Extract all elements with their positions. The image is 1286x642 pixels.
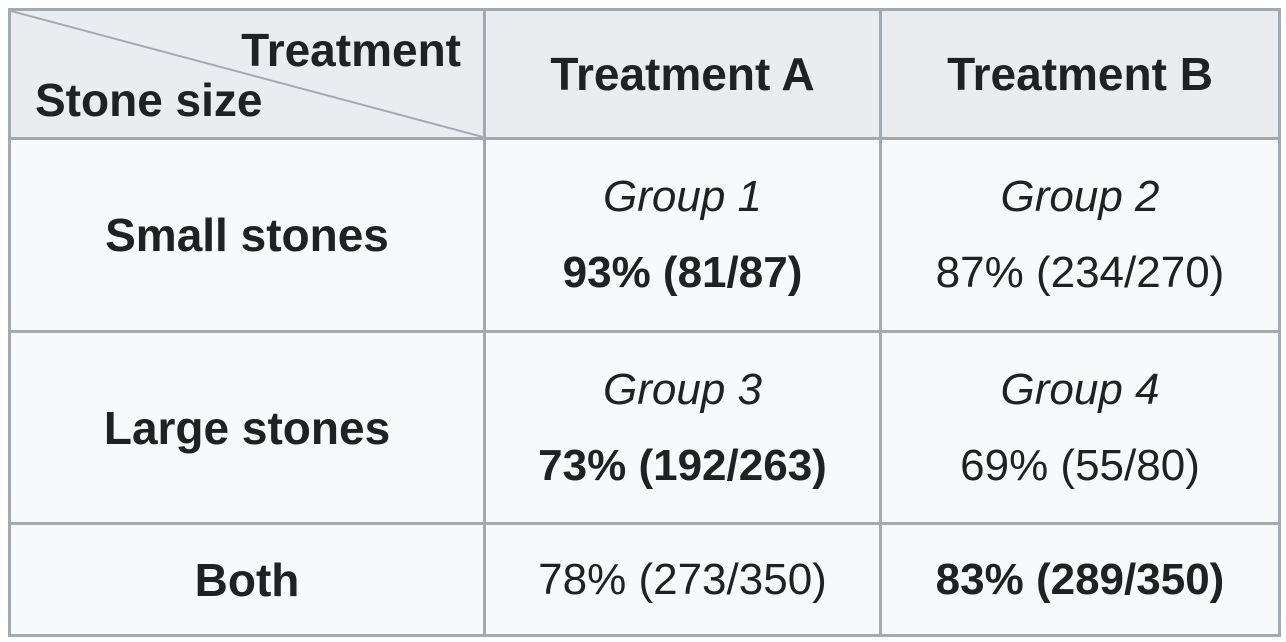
cell-both-treatment-b: 83% (289/350): [879, 522, 1281, 637]
success-rate-value: 69% (55/80): [960, 440, 1200, 490]
cell-group-3: Group 3 73% (192/263): [483, 330, 882, 525]
column-header-treatment-b: Treatment B: [879, 8, 1281, 140]
column-header-treatment-a: Treatment A: [483, 8, 882, 140]
corner-header-cell: Treatment Stone size: [8, 8, 486, 140]
cell-group-2: Group 2 87% (234/270): [879, 137, 1281, 333]
cell-group-4: Group 4 69% (55/80): [879, 330, 1281, 525]
diagonal-divider: [11, 11, 483, 137]
group-label: Group 4: [1000, 364, 1160, 414]
corner-stone-size-label: Stone size: [35, 74, 263, 126]
cell-both-treatment-a: 78% (273/350): [483, 522, 882, 637]
header-row: Treatment Stone size Treatment A Treatme…: [8, 8, 1281, 140]
cell-group-1: Group 1 93% (81/87): [483, 137, 882, 333]
success-rate-value: 73% (192/263): [538, 440, 827, 490]
corner-treatment-label: Treatment: [241, 24, 461, 76]
success-rate-value: 87% (234/270): [935, 248, 1225, 297]
row-header-large-stones: Large stones: [8, 330, 486, 525]
table-row: Both 78% (273/350) 83% (289/350): [8, 522, 1281, 637]
success-rate-value: 93% (81/87): [562, 248, 803, 297]
table-row: Large stones Group 3 73% (192/263) Group…: [8, 330, 1281, 525]
kidney-stone-table: Treatment Stone size Treatment A Treatme…: [8, 8, 1281, 637]
row-header-both: Both: [8, 522, 486, 637]
table-row: Small stones Group 1 93% (81/87) Group 2…: [8, 137, 1281, 333]
group-label: Group 1: [603, 172, 762, 221]
group-label: Group 2: [1000, 172, 1160, 221]
group-label: Group 3: [603, 364, 762, 414]
row-header-small-stones: Small stones: [8, 137, 486, 333]
